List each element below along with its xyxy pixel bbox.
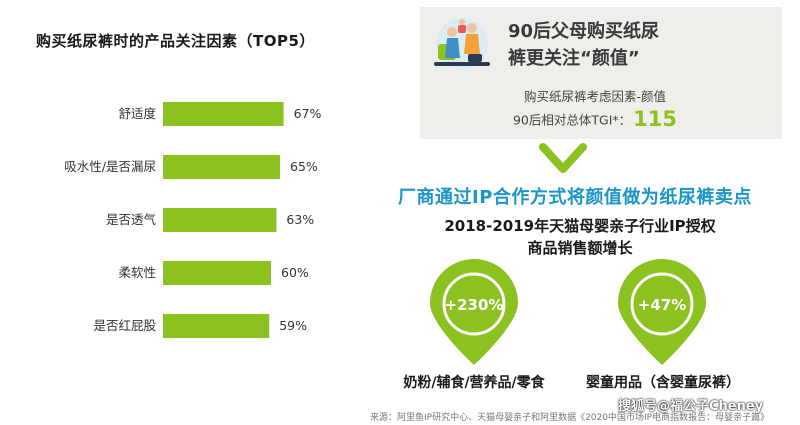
bar-category-label: 是否红屁股 <box>93 318 156 333</box>
bar-category-label: 吸水性/是否漏尿 <box>64 159 156 174</box>
info-title-line2: 裤更关注“颜值” <box>508 48 640 69</box>
pin-inner-circle <box>630 272 694 336</box>
bar-value-label: 63% <box>286 212 314 227</box>
info-subtitle: 购买纸尿裤考虑因素-颜值 <box>523 89 666 104</box>
bar <box>163 208 277 232</box>
subhead: 2018-2019年天猫母婴亲子行业IP授权 商品销售额增长 <box>420 215 740 259</box>
bar-category-label: 是否透气 <box>106 212 157 227</box>
bar-category-label: 舒适度 <box>118 106 156 121</box>
bar-category-label: 柔软性 <box>118 265 156 280</box>
subhead-line2: 商品销售额增长 <box>527 239 633 257</box>
bar <box>163 155 280 179</box>
growth-pin-2: +47% <box>618 259 706 365</box>
growth-pin-1: +230% <box>430 259 518 365</box>
growth-category: 婴童用品（含婴童尿裤） <box>586 375 740 391</box>
pin-inner-circle <box>442 272 506 336</box>
tgi-value: 115 <box>633 107 677 131</box>
bar-value-label: 67% <box>294 106 322 121</box>
source-note: 来源：阿里鱼IP研究中心、天猫母婴亲子和阿里数据《2020中国市场IP电商指数报… <box>370 413 770 423</box>
headline: 厂商通过IP合作方式将颜值做为纸尿裤卖点 <box>398 187 752 208</box>
bar <box>163 314 270 338</box>
chart-title: 购买纸尿裤时的产品关注因素（TOP5） <box>36 32 315 50</box>
bar-chart: 舒适度 67% 吸水性/是否漏尿 65% 是否透气 63% 柔软性 60% 是否红屁股 59% <box>64 102 322 338</box>
tgi-label: 90后相对总体TGI*： <box>512 112 632 128</box>
bar-value-label: 59% <box>279 318 307 333</box>
bar-value-label: 65% <box>290 159 318 174</box>
subhead-line1: 2018-2019年天猫母婴亲子行业IP授权 <box>444 217 716 235</box>
family-illustration-icon <box>434 18 490 70</box>
tgi-line: 90后相对总体TGI*：115 <box>450 107 740 131</box>
info-title: 90后父母购买纸尿 裤更关注“颜值” <box>508 18 668 72</box>
growth-value: +230% <box>445 296 504 314</box>
bar <box>163 261 271 285</box>
watermark: 搜狐号@福公子Cheney <box>618 399 764 414</box>
info-title-line1: 90后父母购买纸尿 <box>508 21 660 42</box>
chevron-down-icon <box>539 143 587 173</box>
bar-value-label: 60% <box>281 265 309 280</box>
bar <box>163 102 284 126</box>
growth-category: 奶粉/辅食/营养品/零食 <box>403 375 545 391</box>
growth-value: +47% <box>638 296 686 314</box>
